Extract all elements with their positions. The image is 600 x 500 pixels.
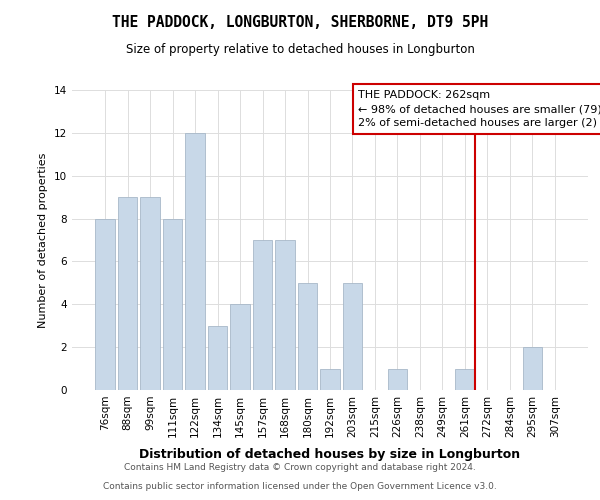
Bar [95, 218, 115, 390]
X-axis label: Distribution of detached houses by size in Longburton: Distribution of detached houses by size … [139, 448, 521, 461]
Bar [455, 368, 475, 390]
Bar [230, 304, 250, 390]
Bar [388, 368, 407, 390]
Bar [185, 133, 205, 390]
Bar [320, 368, 340, 390]
Bar [275, 240, 295, 390]
Bar [118, 197, 137, 390]
Bar [298, 283, 317, 390]
Text: Size of property relative to detached houses in Longburton: Size of property relative to detached ho… [125, 42, 475, 56]
Bar [253, 240, 272, 390]
Bar [163, 218, 182, 390]
Bar [523, 347, 542, 390]
Bar [343, 283, 362, 390]
Y-axis label: Number of detached properties: Number of detached properties [38, 152, 49, 328]
Text: THE PADDOCK, LONGBURTON, SHERBORNE, DT9 5PH: THE PADDOCK, LONGBURTON, SHERBORNE, DT9 … [112, 15, 488, 30]
Text: THE PADDOCK: 262sqm
← 98% of detached houses are smaller (79)
2% of semi-detache: THE PADDOCK: 262sqm ← 98% of detached ho… [358, 90, 600, 128]
Text: Contains HM Land Registry data © Crown copyright and database right 2024.: Contains HM Land Registry data © Crown c… [124, 464, 476, 472]
Bar [140, 197, 160, 390]
Text: Contains public sector information licensed under the Open Government Licence v3: Contains public sector information licen… [103, 482, 497, 491]
Bar [208, 326, 227, 390]
